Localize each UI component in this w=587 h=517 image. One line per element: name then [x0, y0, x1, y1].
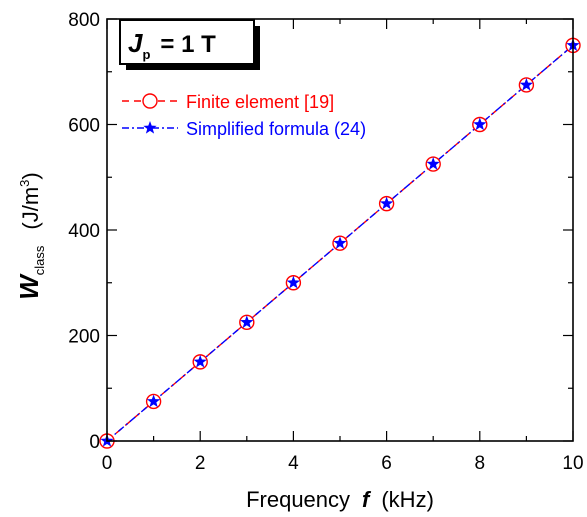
legend-item-simplified-formula: Simplified formula (24)	[122, 119, 366, 139]
y-axis-label-subscript: class	[32, 245, 47, 275]
annotation-box: Jp = 1 T	[119, 19, 260, 70]
y-axis-label-symbol: W	[14, 273, 44, 300]
annotation-label: Jp = 1 T	[128, 28, 216, 62]
point-simplified-formula	[286, 275, 301, 289]
y-tick-label: 600	[68, 116, 100, 137]
axes-layer: 0 2 4 6 8 10 0 200 400 600 800	[68, 10, 583, 474]
y-axis-label-unit-prefix: (J/m	[18, 187, 43, 230]
annotation-symbol: J	[128, 28, 143, 58]
point-simplified-formula	[519, 77, 534, 91]
x-tick-label: 6	[381, 453, 392, 474]
annotation-text: = 1 T	[160, 31, 216, 58]
y-tick-label: 0	[89, 432, 100, 453]
legend-item-finite-element: Finite element [19]	[122, 92, 334, 112]
x-axis-label-symbol: f	[362, 487, 372, 512]
point-simplified-formula	[333, 236, 347, 249]
y-axis-label: Wclass (J/m3)	[14, 172, 47, 300]
y-tick-label: 400	[68, 221, 100, 242]
annotation-subscript: p	[142, 47, 150, 62]
y-axis-label-unit-sup: 3	[17, 180, 32, 187]
point-simplified-formula	[426, 157, 440, 170]
legend: Finite element [19] Simplified formula (…	[122, 92, 366, 139]
y-axis-label-unit-suffix: )	[18, 172, 43, 179]
x-axis-label-unit: (kHz)	[381, 487, 434, 512]
x-tick-label: 4	[288, 453, 299, 474]
y-tick-label: 200	[68, 327, 100, 348]
x-axis-label: Frequency f (kHz)	[246, 487, 434, 512]
plot-frame	[106, 18, 574, 442]
legend-marker-simplified-formula	[143, 121, 157, 134]
point-simplified-formula	[240, 315, 254, 328]
x-tick-label: 0	[102, 453, 113, 474]
x-tick-label: 8	[475, 453, 486, 474]
y-axis-label-text: Wclass (J/m3)	[14, 172, 47, 300]
point-simplified-formula	[473, 117, 487, 131]
x-tick-label: 10	[562, 453, 583, 474]
point-simplified-formula	[379, 196, 394, 210]
y-tick-label: 800	[68, 10, 100, 31]
legend-label-finite-element: Finite element [19]	[186, 92, 334, 112]
x-tick-label: 2	[195, 453, 206, 474]
annotation-frame	[119, 19, 255, 65]
legend-marker-finite-element	[142, 93, 158, 109]
marks-layer	[99, 37, 581, 449]
point-simplified-formula	[146, 394, 161, 408]
x-axis-label-prefix: Frequency	[246, 487, 350, 512]
point-simplified-formula	[193, 354, 207, 368]
legend-label-simplified-formula: Simplified formula (24)	[186, 119, 366, 139]
